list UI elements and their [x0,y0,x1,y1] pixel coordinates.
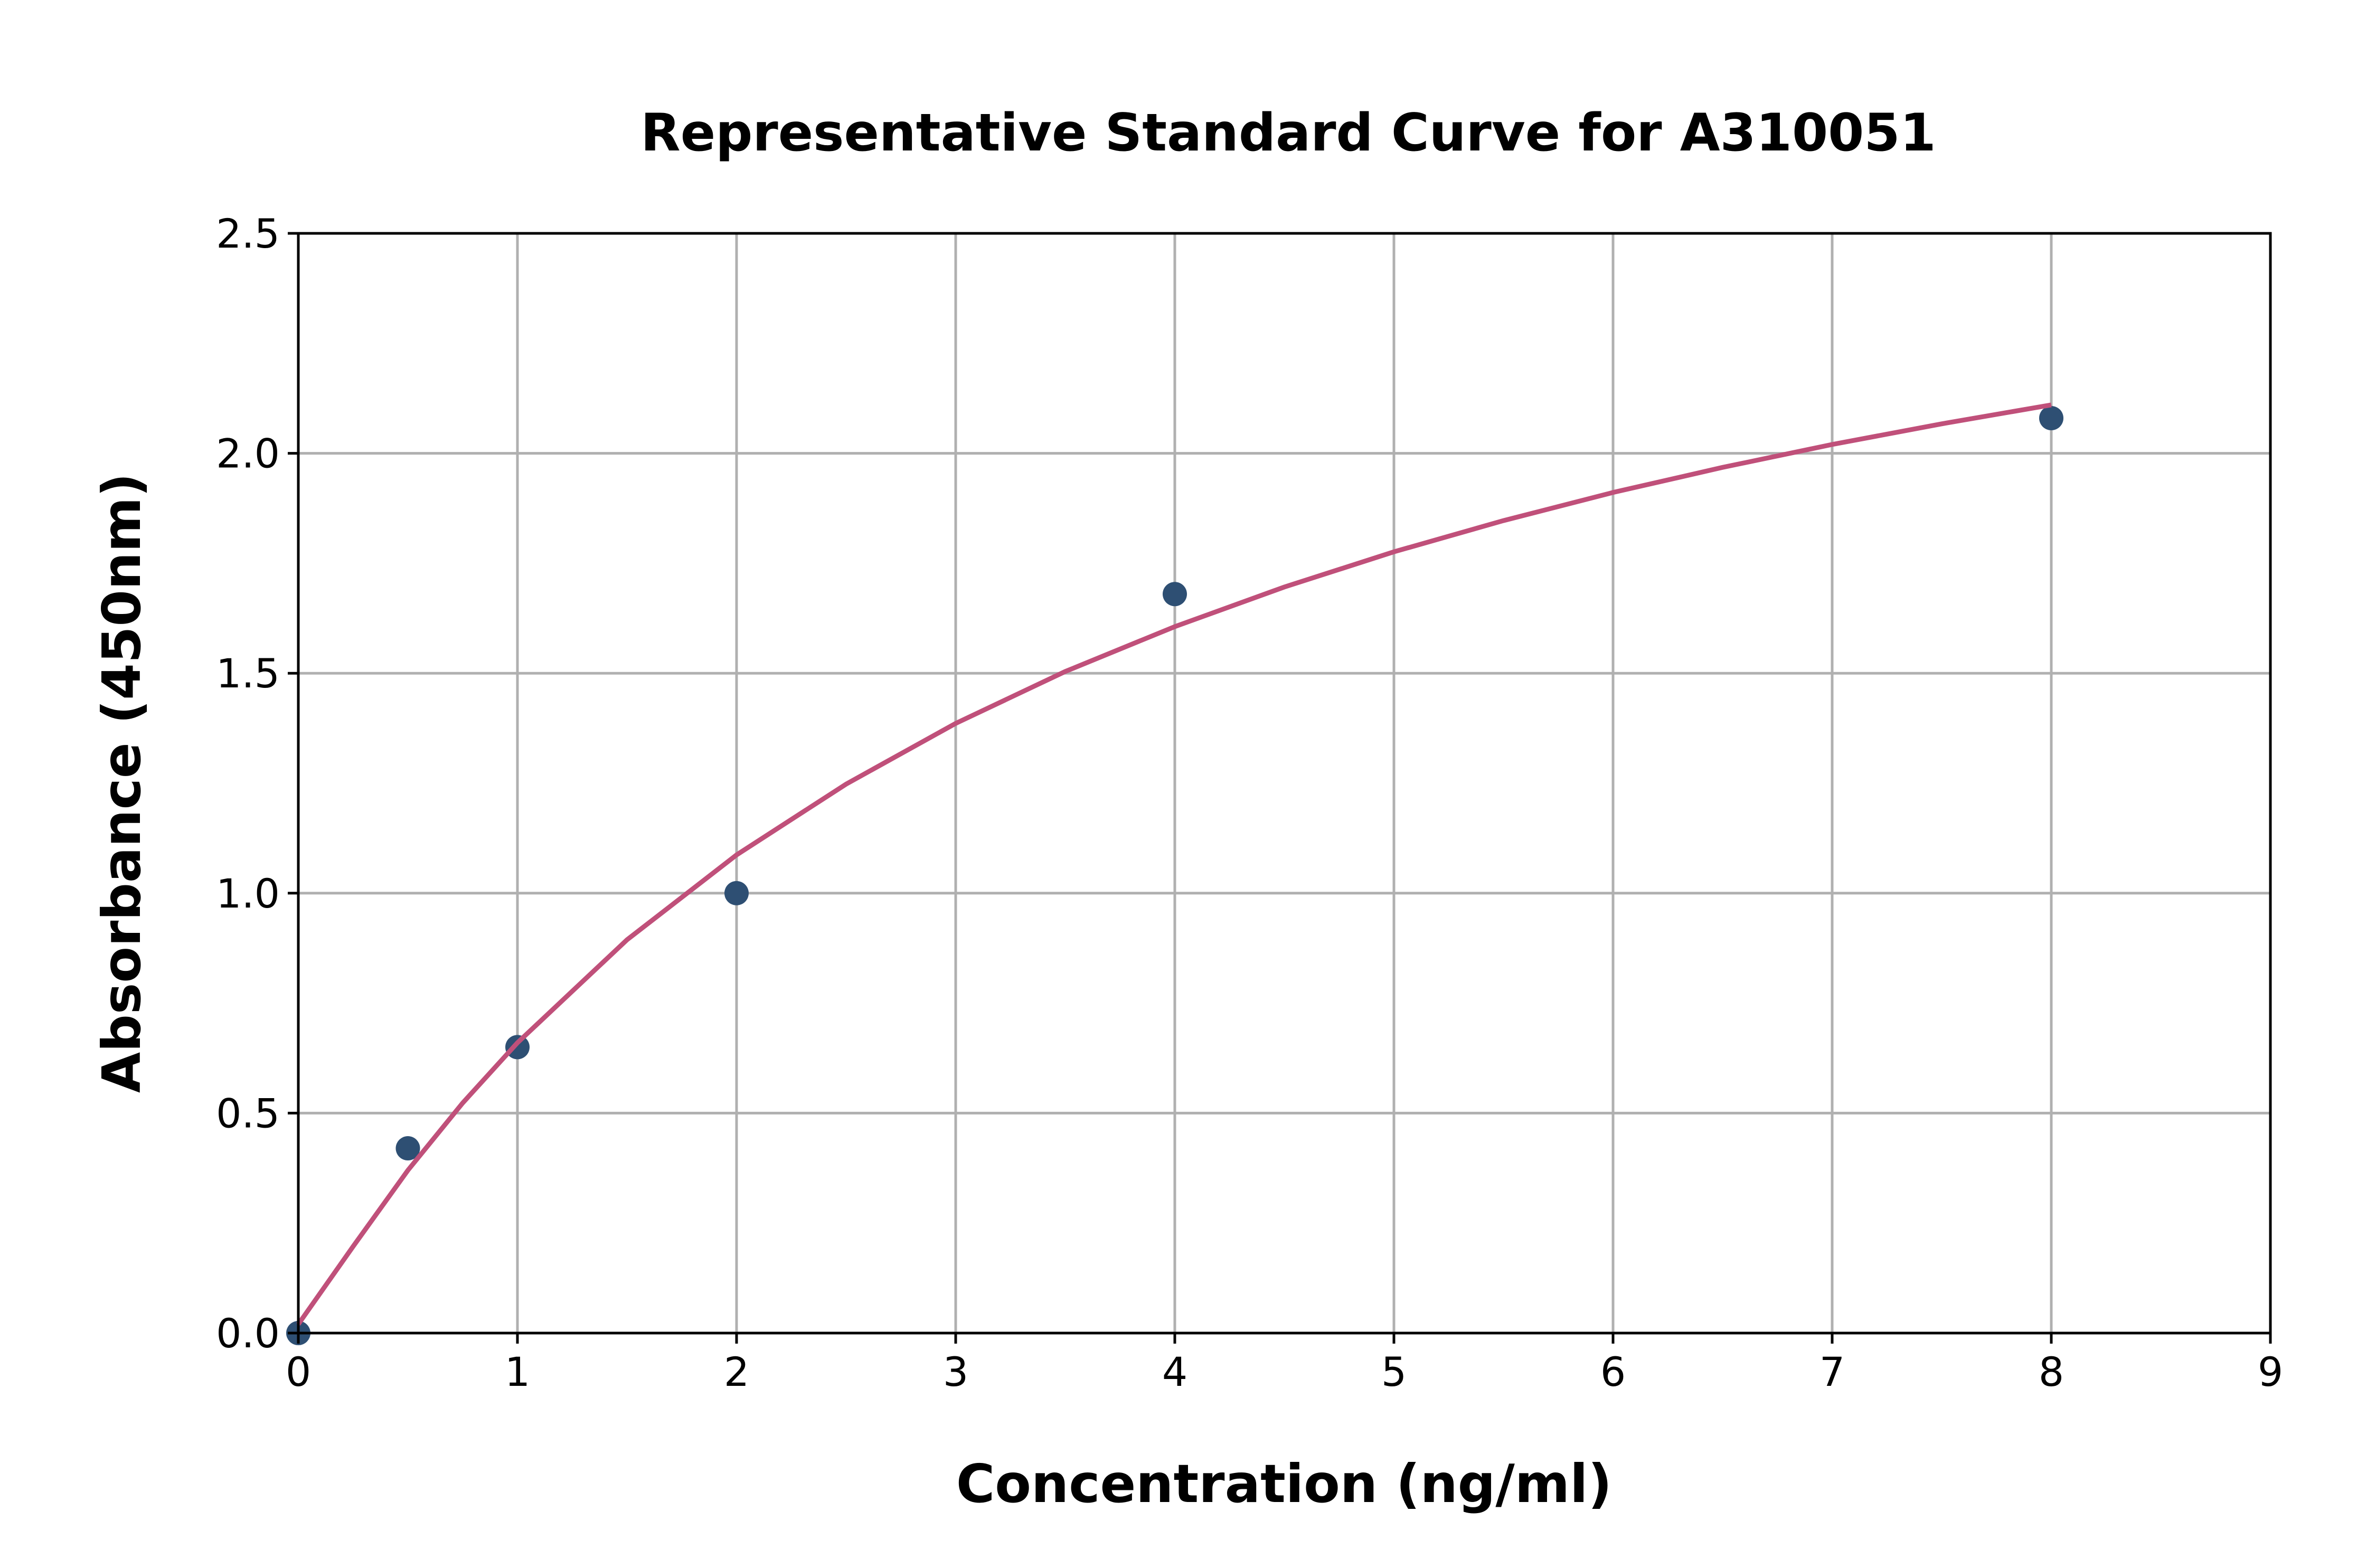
data-point [395,1136,420,1161]
data-point [2039,405,2063,430]
y-tick-label: 0.0 [216,1310,280,1357]
x-tick-label: 2 [724,1348,749,1395]
grid [297,232,2272,1335]
x-tick-label: 9 [2258,1348,2283,1395]
x-tick-label: 5 [1381,1348,1407,1395]
plot-frame [297,232,2272,1335]
x-axis-label: Concentration (ng/ml) [956,1453,1612,1515]
chart-title: Representative Standard Curve for A31005… [640,103,1936,163]
x-tick-label: 0 [286,1348,311,1395]
x-tick-label: 4 [1162,1348,1187,1395]
data-point [505,1035,530,1060]
data-point [724,881,749,905]
data-point [1163,582,1187,607]
y-tick-label: 2.5 [216,210,280,257]
x-tick-label: 6 [1600,1348,1626,1395]
y-tick-label: 0.5 [216,1090,280,1137]
y-tick-label: 2.0 [216,430,280,477]
x-tick-label: 1 [505,1348,530,1395]
fit-curve-line [296,402,2052,1326]
y-tick-label: 1.5 [216,650,280,697]
y-axis-label: Absorbance (450nm) [91,473,153,1093]
y-tick-label: 1.0 [216,870,280,917]
x-tick-label: 7 [1819,1348,1845,1395]
x-tick-label: 3 [943,1348,968,1395]
x-tick-label: 8 [2039,1348,2064,1395]
